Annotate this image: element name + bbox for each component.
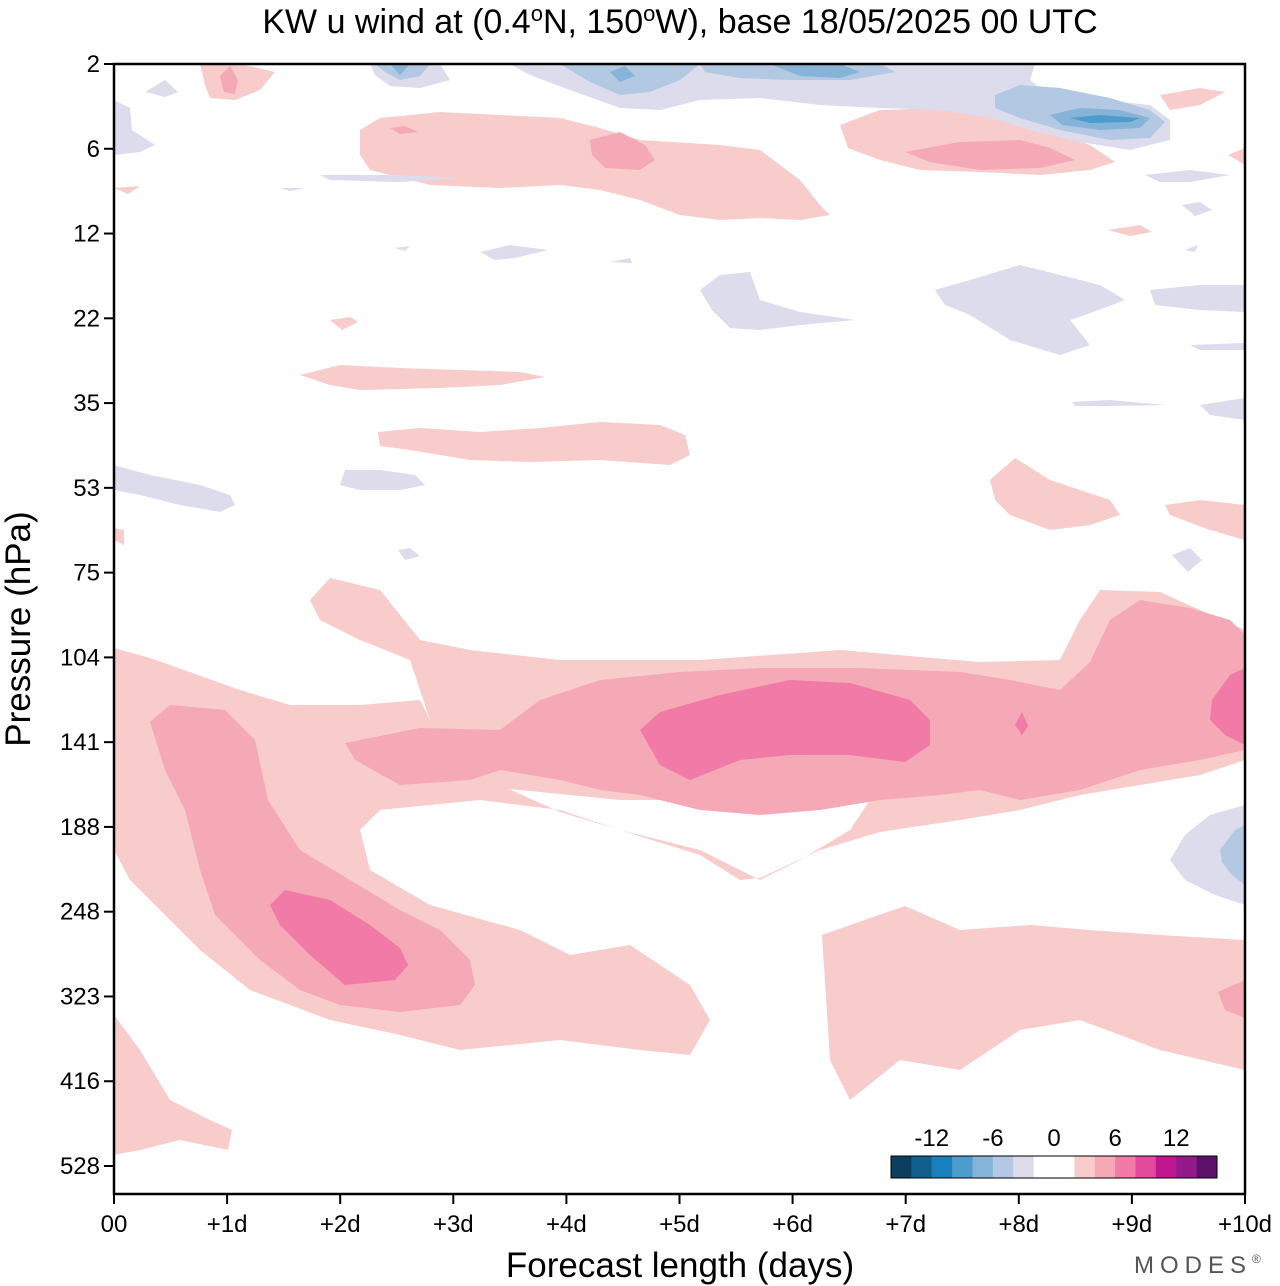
contour-neg-l1-22hpa-b (935, 265, 1245, 355)
contour-pos-l1-small-b (1108, 225, 1152, 236)
colorbar-swatch (1074, 1156, 1096, 1178)
colorbar-swatch (1033, 1156, 1055, 1178)
contour-pos-l1-upper-right (822, 906, 1245, 1100)
x-tick-label: +5d (659, 1211, 700, 1238)
colorbar-swatch (1196, 1156, 1218, 1178)
y-tick-label: 75 (73, 560, 100, 587)
contour-pos-l2-small (1218, 980, 1245, 1018)
contour-pos-l2-lower-lobe (150, 705, 475, 1012)
colorbar-swatch (1135, 1156, 1157, 1178)
y-tick-label: 528 (60, 1153, 100, 1180)
contour-pos-l2-6hpa-left (590, 132, 655, 170)
x-tick-label: +8d (998, 1211, 1039, 1238)
contour-neg-l3-top-c (770, 64, 860, 78)
x-tick-label: +10d (1218, 1211, 1272, 1238)
colorbar-label: 0 (1047, 1125, 1060, 1152)
contour-neg-l1-small-a (145, 80, 178, 97)
contour-pos-l1-53hpa-right (1165, 500, 1245, 540)
contour-pos-l1-22hpa-dot (330, 317, 358, 330)
colorbar-swatch (1013, 1156, 1035, 1178)
x-tick-label: +6d (772, 1211, 813, 1238)
contour-neg-l1-small-f (1190, 343, 1245, 350)
y-axis-label: Pressure (hPa) (0, 511, 38, 746)
x-tick-label: +4d (546, 1211, 587, 1238)
x-tick-label: +3d (433, 1211, 474, 1238)
x-tick-label: 00 (101, 1211, 128, 1238)
contour-pos-l2-6hpa-right (905, 140, 1075, 170)
y-tick-label: 6 (87, 136, 100, 163)
contour-pos-l2-top-dot (220, 66, 238, 94)
colorbar-label: 12 (1163, 1125, 1190, 1152)
x-tick-label: +2d (320, 1211, 361, 1238)
colorbar-frame (890, 1155, 1218, 1179)
contour-pos-l1-small-e (114, 528, 124, 545)
colorbar-swatch (1115, 1156, 1136, 1178)
colorbar-swatch (952, 1156, 973, 1178)
contour-neg-l1-small-b (480, 245, 548, 260)
y-tick-label: 2 (87, 51, 100, 78)
contour-pos-l3-lower-lobe (270, 890, 408, 985)
modes-logo: MODES® (1134, 1252, 1267, 1279)
contour-pos-l2-tiny (390, 126, 418, 134)
colorbar-swatch (931, 1156, 953, 1178)
x-axis-label: Forecast length (days) (506, 1246, 854, 1285)
contour-pos-l1-small-c (1228, 148, 1245, 165)
colorbar-label: 6 (1108, 1125, 1121, 1152)
contour-neg-l1-top-band (370, 64, 1170, 150)
contour-neg-l1-188hpa (1170, 805, 1245, 905)
colorbar-swatch (1176, 1156, 1198, 1178)
contour-pos-l1-small-d (114, 186, 140, 194)
y-tick-label: 416 (60, 1068, 100, 1095)
contour-neg-l1-small-c (1072, 398, 1245, 420)
y-axis: 2 6 12 22 35 53 75 104 141 188 248 323 416 528 (60, 51, 114, 1180)
x-tick-label: +9d (1112, 1211, 1153, 1238)
contour-pos-l3-jet-core (640, 680, 930, 780)
colorbar-swatch (911, 1156, 933, 1178)
contour-neg-l1-50hpa (340, 470, 425, 490)
x-axis: 00 +1d +2d +3d +4d +5d +6d +7d +8d +9d +10d (101, 1194, 1272, 1238)
colorbar-swatch (972, 1156, 994, 1178)
contour-neg-l2-188hpa (1220, 825, 1245, 885)
contour-neg-l1-small-d (1172, 548, 1202, 572)
contour-neg-l3-top-a (390, 64, 410, 75)
contour-neg-l1-small-e (1145, 170, 1230, 216)
colorbar-swatch (992, 1156, 1014, 1178)
contour-neg-l1-53hpa (114, 465, 235, 512)
contour-pos-l1-53hpa (990, 458, 1120, 530)
contour-pos-l1-35hpa (378, 422, 690, 465)
contour-neg-l1-22hpa-a (700, 272, 855, 330)
y-tick-label: 104 (60, 644, 100, 671)
chart-title: KW u wind at (0.4oN, 150oW), base 18/05/… (262, 1, 1097, 41)
contour-neg-l4-jet (1070, 115, 1140, 123)
contour-pos-l1-small-a (1160, 88, 1225, 110)
y-tick-label: 141 (60, 729, 100, 756)
contour-pos-l1-strat (360, 108, 1115, 220)
contour-neg-l3-top-b (610, 66, 635, 82)
colorbar: -12 -6 0 6 12 (890, 1125, 1218, 1179)
contour-pos-l3-right-core (1210, 668, 1245, 745)
colorbar-swatch (891, 1156, 912, 1178)
y-tick-label: 188 (60, 814, 100, 841)
colorbar-label: -6 (982, 1125, 1003, 1152)
x-tick-label: +7d (885, 1211, 926, 1238)
contour-pos-l3-dot (1015, 712, 1028, 735)
colorbar-label: -12 (914, 1125, 949, 1152)
contour-fills (114, 64, 1245, 1155)
contour-neg-l1-left-edge (114, 100, 155, 155)
y-tick-label: 323 (60, 983, 100, 1010)
colorbar-swatch (1094, 1156, 1116, 1178)
y-tick-label: 12 (73, 221, 100, 248)
y-tick-label: 53 (73, 475, 100, 502)
contour-pos-l1-27hpa (300, 365, 545, 390)
contour-pos-l1-bottom-left (114, 1015, 232, 1155)
colorbar-swatch (1155, 1156, 1177, 1178)
colorbar-swatch (1054, 1156, 1075, 1178)
y-tick-label: 248 (60, 899, 100, 926)
y-tick-label: 22 (73, 305, 100, 332)
contour-neg-l2-top-b (560, 64, 700, 95)
x-tick-label: +1d (207, 1211, 248, 1238)
y-tick-label: 35 (73, 390, 100, 417)
